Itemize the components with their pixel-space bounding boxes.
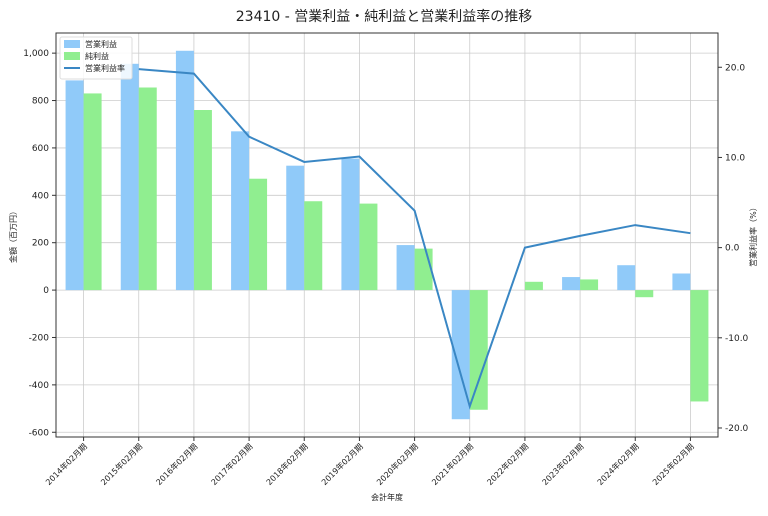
y2-tick-label: -20.0 bbox=[725, 424, 749, 434]
legend-label: 営業利益 bbox=[85, 39, 117, 49]
bar-net-profit bbox=[690, 290, 708, 401]
y-tick-label: 800 bbox=[32, 97, 49, 107]
y-tick-label: 1,000 bbox=[23, 49, 49, 59]
legend-label: 営業利益率 bbox=[85, 63, 125, 73]
legend-swatch bbox=[64, 52, 80, 60]
y-tick-label: 200 bbox=[32, 239, 49, 249]
bar-operating-profit bbox=[286, 166, 304, 290]
y-axis-label: 金額（百万円） bbox=[8, 207, 18, 263]
bar-operating-profit bbox=[341, 159, 359, 291]
bar-net-profit bbox=[194, 110, 212, 290]
bar-operating-profit bbox=[121, 64, 139, 290]
x-tick-label: 2022年02月期 bbox=[485, 441, 531, 487]
x-tick-label: 2015年02月期 bbox=[99, 441, 145, 487]
bar-net-profit bbox=[470, 290, 488, 410]
x-tick-label: 2017年02月期 bbox=[209, 441, 255, 487]
chart-title: 23410 - 営業利益・純利益と営業利益率の推移 bbox=[236, 8, 533, 25]
legend-label: 純利益 bbox=[85, 51, 109, 61]
bar-operating-profit bbox=[176, 51, 194, 290]
y2-tick-label: 20.0 bbox=[725, 63, 745, 73]
bar-operating-profit bbox=[617, 265, 635, 290]
y-tick-label: -200 bbox=[29, 333, 50, 343]
bar-net-profit bbox=[304, 201, 322, 290]
bar-net-profit bbox=[249, 179, 267, 290]
bar-net-profit bbox=[635, 290, 653, 297]
bar-net-profit bbox=[359, 204, 377, 290]
y2-tick-label: 10.0 bbox=[725, 153, 745, 163]
x-tick-label: 2021年02月期 bbox=[430, 441, 476, 487]
bar-operating-profit bbox=[397, 245, 415, 290]
bar-operating-profit bbox=[66, 80, 84, 290]
x-tick-label: 2020年02月期 bbox=[374, 441, 420, 487]
bar-net-profit bbox=[84, 93, 102, 290]
bar-operating-profit bbox=[562, 277, 580, 290]
bar-net-profit bbox=[415, 249, 433, 290]
bar-net-profit bbox=[139, 87, 157, 290]
x-tick-label: 2018年02月期 bbox=[264, 441, 310, 487]
y-tick-label: 400 bbox=[32, 191, 49, 201]
y2-tick-label: -10.0 bbox=[725, 334, 749, 344]
y-tick-label: -400 bbox=[29, 381, 50, 391]
x-tick-label: 2014年02月期 bbox=[43, 441, 89, 487]
y-tick-label: 0 bbox=[43, 286, 49, 296]
x-tick-label: 2025年02月期 bbox=[650, 441, 696, 487]
x-tick-label: 2024年02月期 bbox=[595, 441, 641, 487]
bar-net-profit bbox=[525, 282, 543, 290]
x-tick-label: 2019年02月期 bbox=[319, 441, 365, 487]
y2-tick-label: 0.0 bbox=[725, 244, 740, 254]
bar-net-profit bbox=[580, 279, 598, 290]
y-tick-label: -600 bbox=[29, 428, 50, 438]
x-tick-label: 2016年02月期 bbox=[154, 441, 200, 487]
y-tick-label: 600 bbox=[32, 144, 49, 154]
legend-swatch bbox=[64, 40, 80, 48]
bar-operating-profit bbox=[672, 274, 690, 291]
bar-operating-profit bbox=[231, 131, 249, 290]
x-tick-label: 2023年02月期 bbox=[540, 441, 586, 487]
y2-axis-label: 営業利益率（%） bbox=[748, 203, 758, 267]
x-axis-label: 会計年度 bbox=[371, 492, 403, 502]
